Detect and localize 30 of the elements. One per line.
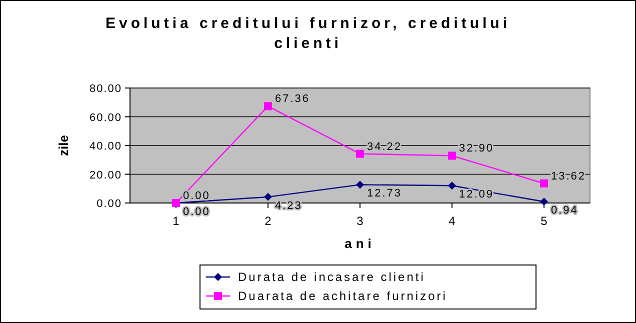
x-tick-label: 5 <box>540 214 548 228</box>
y-tick-label: 20.00 <box>89 169 122 182</box>
x-tick-label: 1 <box>172 214 180 228</box>
data-label: 0.94 <box>551 204 578 217</box>
point <box>448 182 456 190</box>
data-label: 67.36 <box>275 93 310 106</box>
point <box>356 150 364 158</box>
data-label: 0.00 <box>183 190 210 202</box>
legend-label: Durata de incasare clienti <box>238 270 426 284</box>
legend-label: Duarata de achitare furnizori <box>238 289 448 303</box>
point <box>540 179 548 188</box>
y-tick-label: 60.00 <box>89 112 122 124</box>
y-axis-title: zile <box>56 135 71 156</box>
y-tick-label: 0.00 <box>96 198 122 210</box>
data-label: 32.90 <box>459 142 494 155</box>
x-tick-label: 4 <box>448 214 456 228</box>
point <box>448 152 456 160</box>
x-axis-title: ani <box>344 236 376 251</box>
data-label: 0.00 <box>183 206 210 218</box>
point <box>264 192 272 201</box>
chart-title: Evolutia creditului furnizor, creditului clienti <box>105 15 511 52</box>
point <box>264 102 272 110</box>
y-tick-label: 80.00 <box>89 83 122 95</box>
x-tick-label: 3 <box>356 214 364 228</box>
point <box>356 180 364 189</box>
y-tick-label: 40.00 <box>89 140 122 152</box>
x-tick-label: 2 <box>264 214 272 228</box>
point <box>540 198 548 206</box>
data-label: 12.73 <box>367 188 402 200</box>
data-label: 12.09 <box>459 188 494 201</box>
